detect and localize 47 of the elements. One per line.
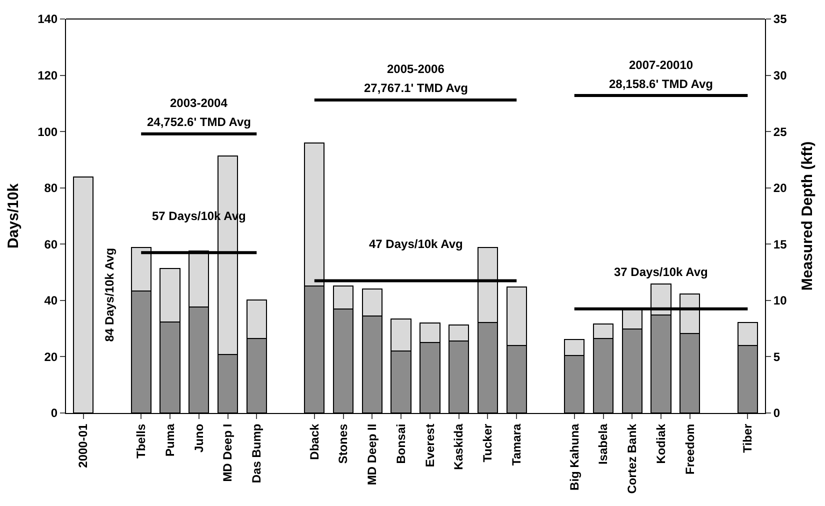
- x-tick-label: Das Bump: [250, 424, 264, 484]
- x-tick-label: MD Deep II: [365, 424, 380, 486]
- text: 47 Days/10k Avg: [369, 237, 463, 251]
- y-tick-label: 40: [44, 294, 58, 308]
- y-tick-label: 60: [44, 237, 58, 252]
- y-tick-label: 20: [44, 350, 58, 364]
- x-tick-label: Big Kahuna: [567, 423, 582, 490]
- y2-tick-label: 20: [773, 181, 788, 196]
- x-tick-label: Kodiak: [654, 423, 668, 464]
- y2-tick-label: 30: [773, 68, 788, 82]
- y2-axis-title: Measured Depth (kft): [799, 141, 816, 291]
- y-tick-label: 0: [50, 406, 58, 420]
- y-tick-label: 140: [38, 12, 58, 26]
- x-tick-label: Tiber: [740, 423, 755, 453]
- y-axis-title: Days/10k: [4, 182, 22, 249]
- y-tick-label: 80: [44, 181, 58, 196]
- x-tick-label: Cortez Bank: [625, 423, 640, 494]
- y2-tick-label: 10: [773, 294, 788, 308]
- x-tick-label: Tamara: [510, 423, 524, 466]
- y-tick-label: 120: [38, 68, 58, 82]
- annotation: 2003-2004: [170, 96, 228, 110]
- annotation: 84 Days/10k Avg: [102, 248, 117, 342]
- x-tick-label: Bonsai: [394, 424, 408, 464]
- x-tick-label: Stones: [336, 423, 350, 464]
- x-tick-label: Freedom: [682, 424, 697, 474]
- annotation: 2005-2006: [387, 62, 445, 76]
- x-tick-label: Everest: [422, 424, 437, 468]
- y2-tick-label: 0: [773, 406, 780, 420]
- y2-tick-label: 15: [773, 237, 788, 252]
- x-tick-label: MD Deep I: [220, 424, 235, 482]
- y2-tick-label: 35: [773, 12, 788, 26]
- x-tick-label: Puma: [162, 423, 177, 456]
- series-label: 27,767.1' TMD Avg: [364, 81, 468, 95]
- x-tick-label: Kaskida: [452, 423, 466, 470]
- x-tick-label: Tbells: [134, 423, 148, 458]
- text: 37 Days/10k Avg: [614, 265, 708, 279]
- x-tick-label: Juno: [192, 424, 206, 452]
- x-tick-label: Isabela: [596, 423, 610, 465]
- y-tick-label: 100: [38, 124, 58, 139]
- y2-tick-label: 5: [773, 350, 780, 364]
- y2-tick-label: 25: [773, 124, 788, 139]
- x-tick-label: Tucker: [480, 423, 495, 462]
- series-label: 28,158.6' TMD Avg: [609, 77, 714, 91]
- x-tick-label: Dback: [307, 423, 322, 460]
- x-tick-label: 2000-01: [76, 423, 90, 468]
- annotation: 2007-20010: [629, 58, 694, 72]
- series-label: 24,752.6' TMD Avg: [147, 115, 252, 129]
